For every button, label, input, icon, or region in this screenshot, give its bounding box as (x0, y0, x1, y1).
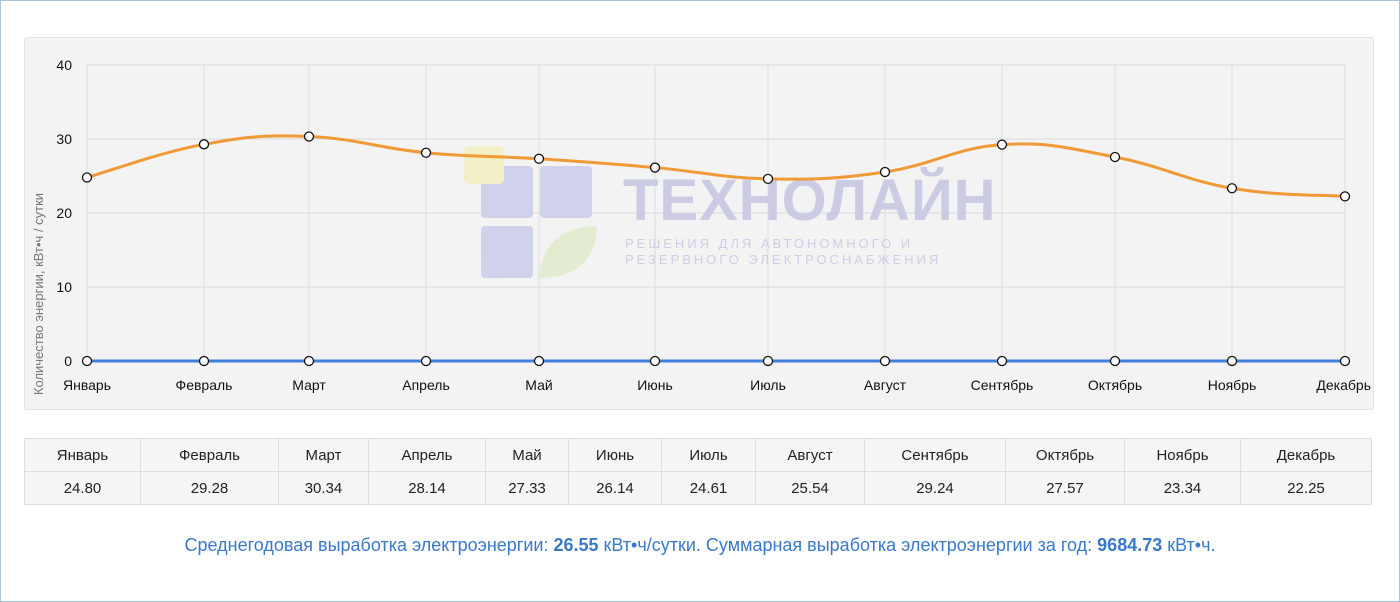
avg-label: Среднегодовая выработка электроэнергии: (184, 535, 554, 555)
table-header-cell: Октябрь (1005, 438, 1125, 472)
data-point-production (198, 139, 210, 150)
data-point-production (420, 147, 432, 158)
total-label: Суммарная выработка электроэнергии за го… (705, 535, 1098, 555)
data-point-zero (879, 355, 891, 367)
table-value-cell: 23.34 (1124, 471, 1241, 505)
table-values-row: 24.80 29.28 30.34 28.14 27.33 26.14 24.61 25.54… (24, 471, 1372, 505)
data-point-zero (1109, 355, 1121, 367)
y-tick-label: 40 (56, 57, 72, 73)
watermark-leaf-shape (540, 226, 597, 278)
data-point-zero (81, 355, 93, 367)
data-point-production (996, 139, 1008, 150)
table-header-cell: Сентябрь (864, 438, 1006, 472)
data-point-production (649, 162, 661, 173)
table-header-cell: Август (755, 438, 865, 472)
table-value-cell: 29.28 (140, 471, 279, 505)
x-tick-label: Сентябрь (971, 377, 1034, 393)
table-header-cell: Июнь (568, 438, 662, 472)
watermark-subtitle-1: РЕШЕНИЯ ДЛЯ АВТОНОМНОГО И (625, 236, 913, 251)
data-point-production (303, 131, 315, 142)
data-point-zero (420, 355, 432, 367)
table-header-cell: Декабрь (1240, 438, 1372, 472)
table-header-cell: Ноябрь (1124, 438, 1241, 472)
table-header-cell: Май (485, 438, 569, 472)
table-value-cell: 30.34 (278, 471, 369, 505)
y-axis-label: Количество энергии, кВт•ч / сутки (31, 193, 46, 395)
table-value-cell: 24.61 (661, 471, 756, 505)
summary-text: Среднегодовая выработка электроэнергии: … (0, 535, 1400, 556)
table-value-cell: 22.25 (1240, 471, 1372, 505)
x-tick-label: Февраль (176, 377, 233, 393)
y-tick-label: 0 (64, 353, 72, 369)
table-header-cell: Январь (24, 438, 141, 472)
total-value: 9684.73 (1097, 535, 1163, 555)
watermark-panel-shape (540, 166, 592, 218)
table-value-cell: 26.14 (568, 471, 662, 505)
line-chart: ТЕХНОЛАЙН РЕШЕНИЯ ДЛЯ АВТОНОМНОГО И РЕЗЕ… (31, 57, 1371, 395)
x-tick-label: Июль (750, 377, 786, 393)
data-point-zero (762, 355, 774, 367)
x-tick-label: Апрель (402, 377, 450, 393)
table-header-cell: Июль (661, 438, 756, 472)
avg-value: 26.55 (553, 535, 599, 555)
watermark-panel-shape (481, 226, 533, 278)
x-tick-label: Ноябрь (1208, 377, 1257, 393)
chart-panel: ТЕХНОЛАЙН РЕШЕНИЯ ДЛЯ АВТОНОМНОГО И РЕЗЕ… (24, 37, 1374, 410)
data-point-production (1339, 191, 1351, 202)
watermark-sun-shape (464, 146, 504, 184)
monthly-values-table: Январь Февраль Март Апрель Май Июнь Июль Август… (24, 438, 1372, 505)
table-value-cell: 27.33 (485, 471, 569, 505)
data-point-production (879, 166, 891, 178)
watermark-subtitle-2: РЕЗЕРВНОГО ЭЛЕКТРОСНАБЖЕНИЯ (625, 252, 941, 267)
x-tick-label: Май (525, 377, 552, 393)
watermark-logo: ТЕХНОЛАЙН РЕШЕНИЯ ДЛЯ АВТОНОМНОГО И РЕЗЕ… (464, 146, 996, 278)
avg-unit: кВт•ч/сутки. (598, 535, 706, 555)
data-point-zero (996, 355, 1008, 367)
table-value-cell: 28.14 (368, 471, 486, 505)
data-point-production (1226, 183, 1238, 194)
data-point-production (762, 173, 774, 185)
series-line-production (86, 134, 1346, 198)
table-header-cell: Март (278, 438, 369, 472)
data-point-zero (198, 355, 210, 367)
series-lines (86, 134, 1346, 363)
table-header-row: Январь Февраль Март Апрель Май Июнь Июль Август… (24, 438, 1372, 472)
data-point-zero (1226, 355, 1238, 367)
data-point-zero (1339, 355, 1351, 367)
x-tick-label: Декабрь (1316, 377, 1371, 393)
data-point-production (1109, 151, 1121, 163)
data-point-zero (533, 355, 545, 367)
table-value-cell: 24.80 (24, 471, 141, 505)
x-tick-label: Октябрь (1088, 377, 1142, 393)
table-header-cell: Апрель (368, 438, 486, 472)
x-tick-labels: Январь Февраль Март Апрель Май Июнь Июль Август… (63, 377, 1371, 393)
x-tick-label: Март (292, 377, 326, 393)
series-points (81, 131, 1351, 367)
x-tick-label: Август (864, 377, 907, 393)
data-point-zero (303, 355, 315, 367)
table-value-cell: 27.57 (1005, 471, 1125, 505)
table-header-cell: Февраль (140, 438, 279, 472)
total-unit: кВт•ч. (1162, 535, 1216, 555)
data-point-production (533, 153, 545, 164)
y-tick-label: 30 (56, 131, 72, 147)
y-tick-labels: 0 10 20 30 40 (56, 57, 72, 369)
x-tick-label: Январь (63, 377, 111, 393)
y-tick-label: 10 (56, 279, 72, 295)
x-tick-label: Июнь (637, 377, 673, 393)
data-point-production (81, 172, 93, 183)
table-value-cell: 29.24 (864, 471, 1006, 505)
table-value-cell: 25.54 (755, 471, 865, 505)
data-point-zero (649, 355, 661, 367)
y-tick-label: 20 (56, 205, 72, 221)
